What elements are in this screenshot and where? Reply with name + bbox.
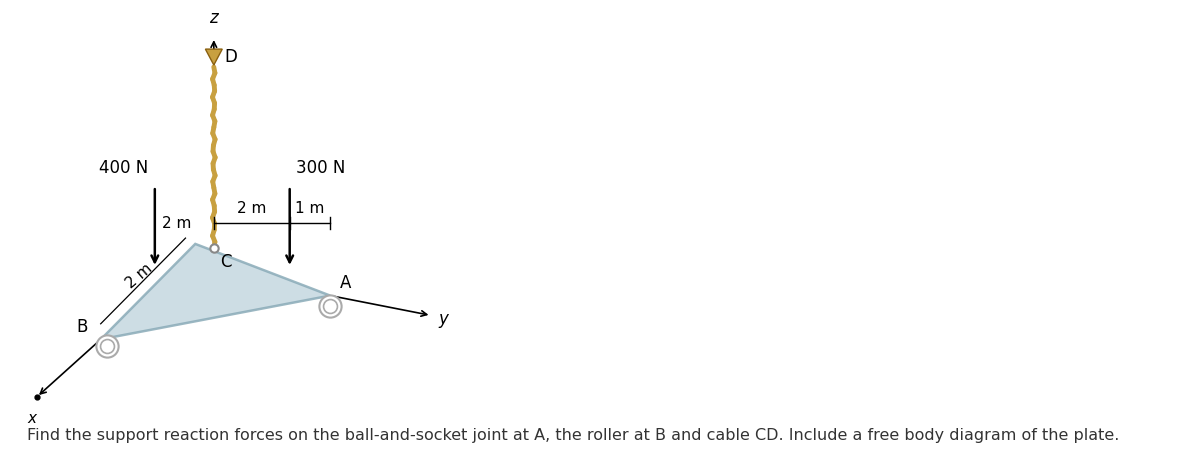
Text: 2 m: 2 m <box>238 201 266 216</box>
Text: A: A <box>341 273 352 292</box>
Text: y: y <box>439 311 449 328</box>
Text: D: D <box>224 48 238 66</box>
Text: 400 N: 400 N <box>98 159 148 177</box>
Text: Find the support reaction forces on the ball-and-socket joint at A, the roller a: Find the support reaction forces on the … <box>26 428 1120 443</box>
Text: 2 m: 2 m <box>162 216 192 230</box>
Polygon shape <box>205 49 222 65</box>
Text: 2 m: 2 m <box>124 261 155 291</box>
Text: x: x <box>28 411 36 426</box>
Text: z: z <box>210 9 218 27</box>
Polygon shape <box>101 244 330 339</box>
Text: C: C <box>220 253 232 271</box>
Text: 1 m: 1 m <box>295 201 325 216</box>
Text: B: B <box>77 318 89 336</box>
Text: 300 N: 300 N <box>296 159 346 177</box>
